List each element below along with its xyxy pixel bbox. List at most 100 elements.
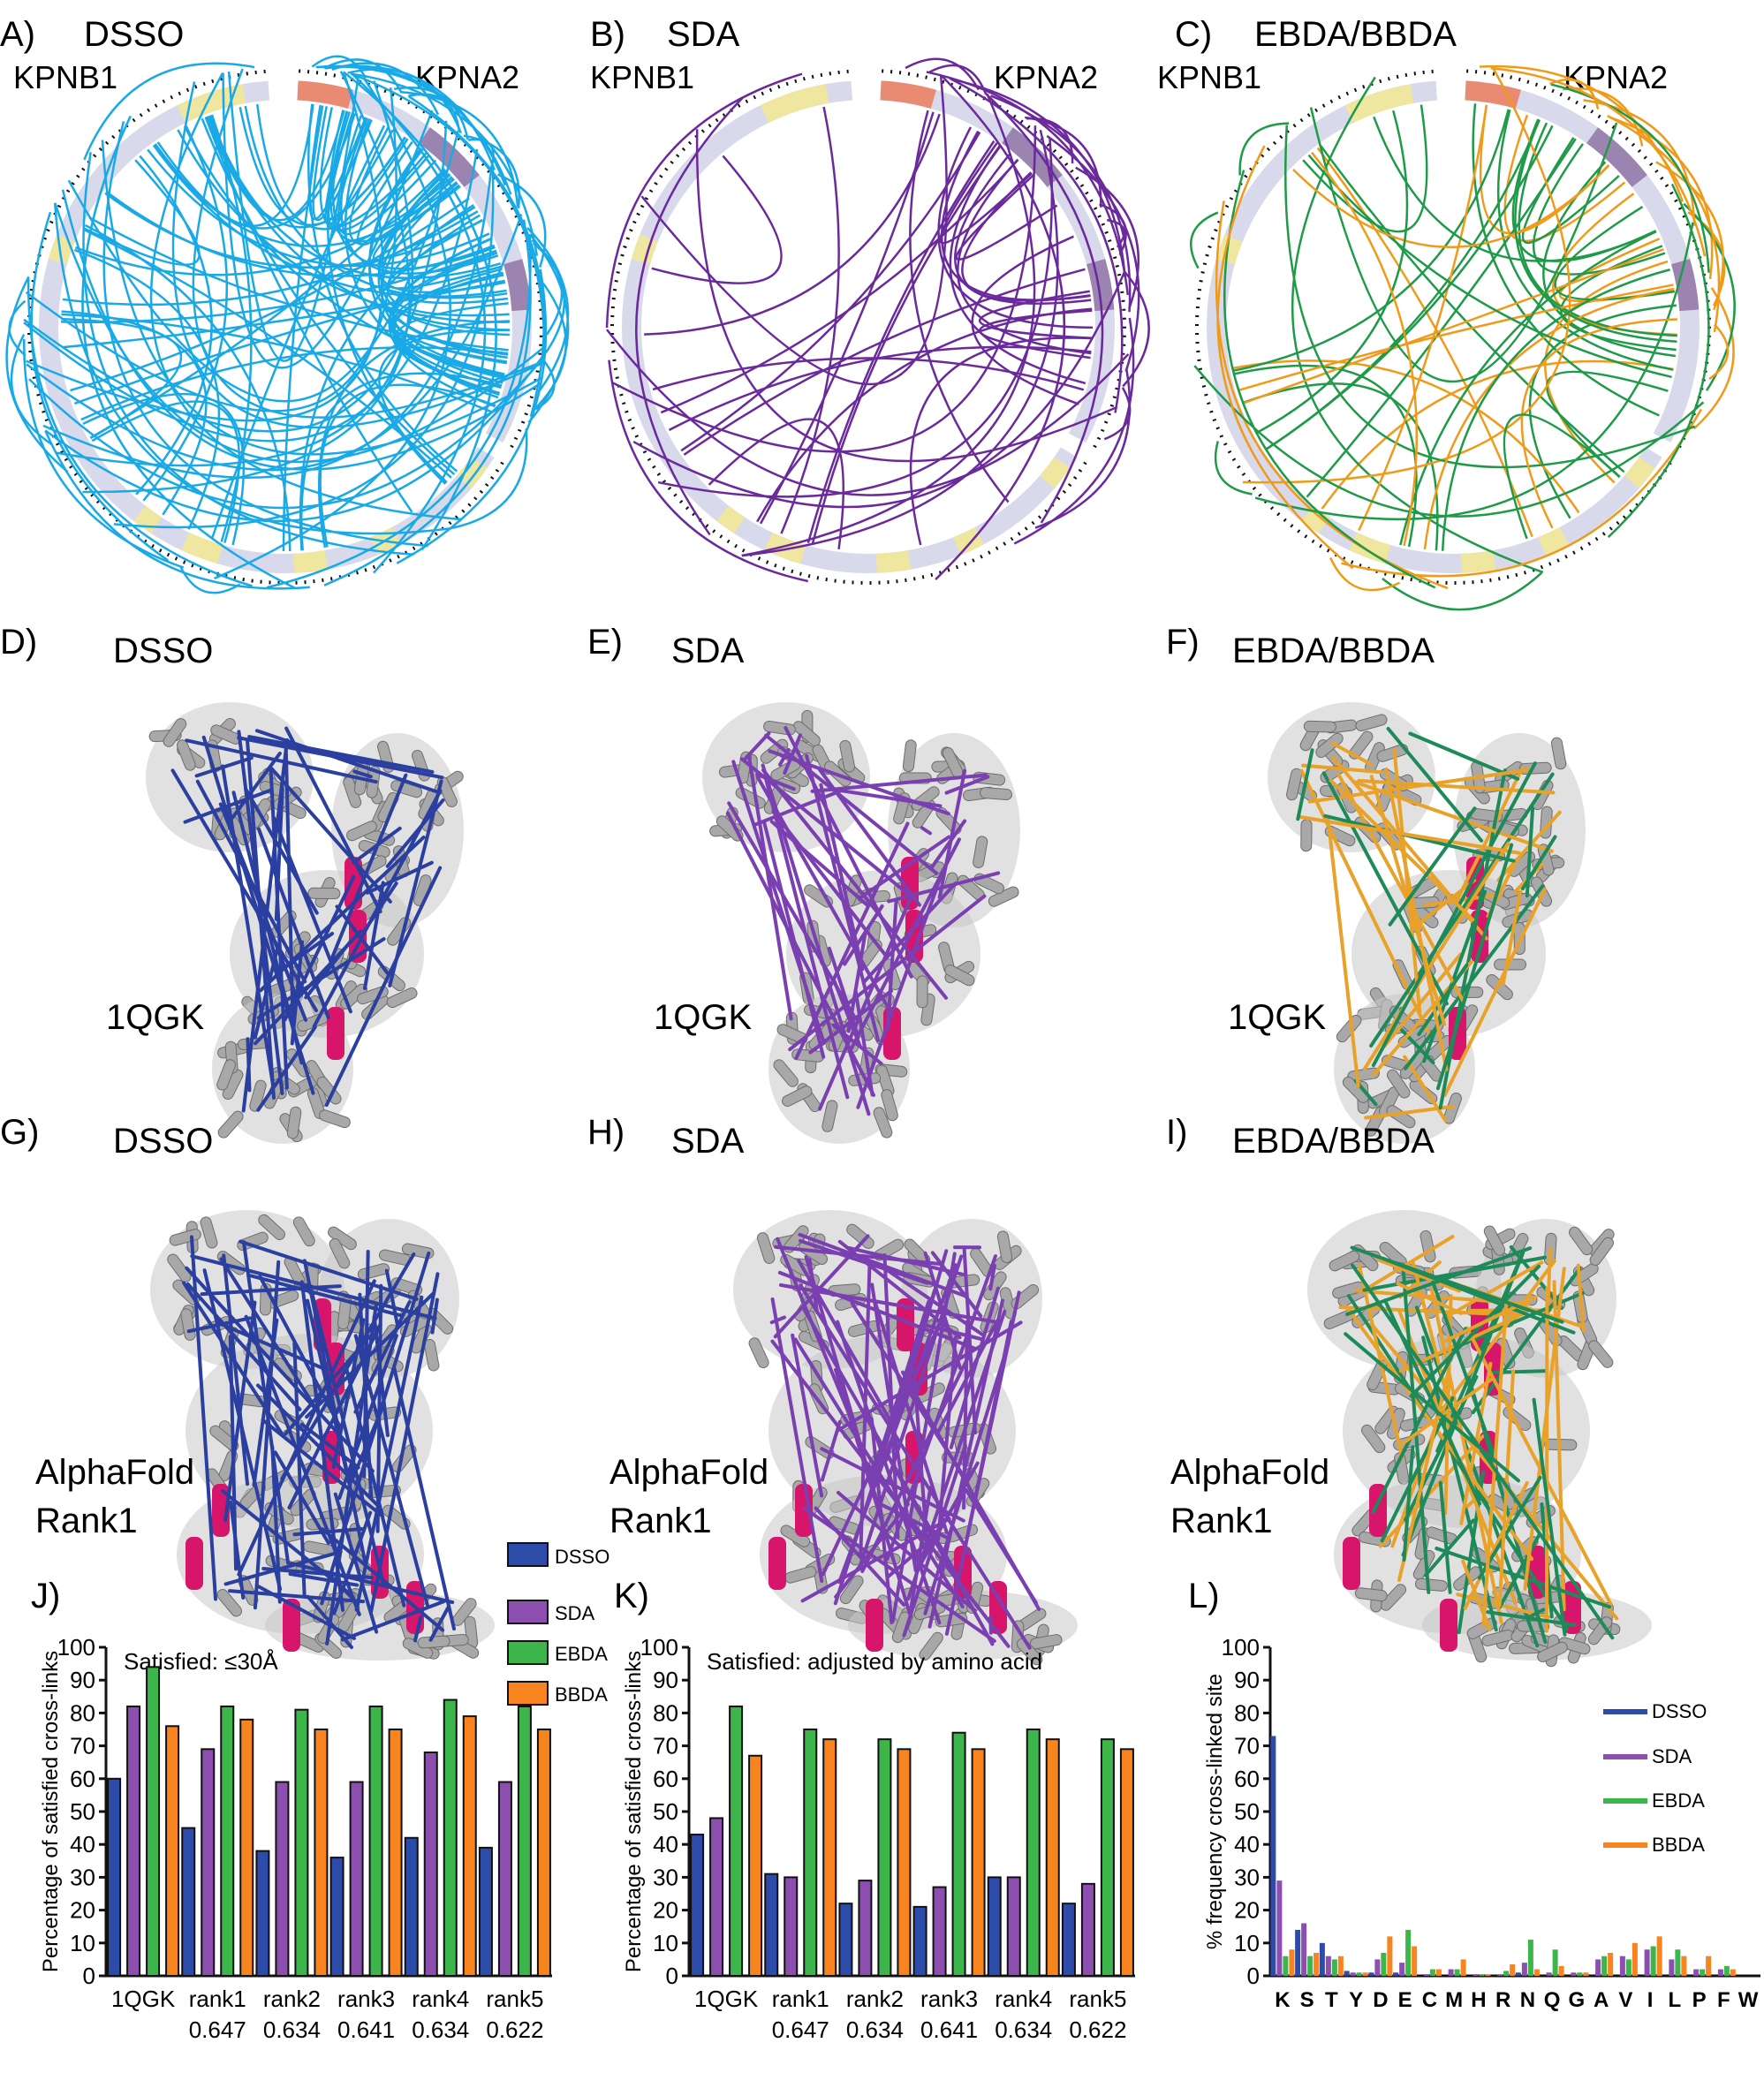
structure-cross-link bbox=[1442, 887, 1547, 1098]
y-tick-label: 100 bbox=[640, 1634, 678, 1661]
cross-link bbox=[317, 320, 510, 549]
cross-link bbox=[463, 134, 520, 209]
model-label-i-1: AlphaFold bbox=[1170, 1453, 1329, 1492]
structure-cross-link bbox=[937, 768, 967, 900]
cross-link bbox=[1034, 368, 1132, 529]
structure-cross-link bbox=[879, 1502, 950, 1540]
cross-link bbox=[532, 283, 567, 412]
structure-cross-link bbox=[799, 1283, 1032, 1650]
cross-link bbox=[1490, 66, 1707, 257]
bar-sda-V bbox=[1619, 1956, 1625, 1976]
structure-cross-link bbox=[1397, 1367, 1451, 1583]
cross-link bbox=[171, 81, 545, 429]
structure-cross-link bbox=[1371, 1327, 1468, 1515]
x-tick-label: 1QGK bbox=[111, 1986, 176, 2012]
structure-cross-link bbox=[761, 763, 871, 1116]
circos-plot-b bbox=[605, 57, 1150, 585]
x-tick-label: Q bbox=[1544, 1988, 1561, 2012]
bar-dsso-S bbox=[1295, 1929, 1301, 1976]
bar-bbda-E bbox=[1412, 1946, 1418, 1976]
structure-cross-link bbox=[1526, 1608, 1546, 1620]
structure-cross-link bbox=[1501, 889, 1523, 987]
x-tick-sublabel: 0.641 bbox=[920, 2016, 978, 2043]
model-label-e: 1QGK bbox=[654, 998, 752, 1037]
helix bbox=[316, 1076, 342, 1105]
panel-letter-b: B) bbox=[590, 15, 625, 54]
cross-link bbox=[1254, 110, 1409, 435]
structure-cross-link bbox=[810, 773, 988, 793]
helix bbox=[996, 1230, 1013, 1264]
ring-domain bbox=[1039, 457, 1071, 489]
structure-cross-link bbox=[964, 1487, 1038, 1605]
cross-link bbox=[1302, 104, 1428, 233]
y-tick-label: 50 bbox=[70, 1798, 95, 1825]
structure-cross-link bbox=[384, 1268, 399, 1328]
structure-cross-link bbox=[1400, 1376, 1495, 1446]
ring-domain bbox=[133, 505, 163, 533]
structure-cross-link bbox=[256, 937, 386, 1020]
cross-link bbox=[83, 62, 255, 161]
ring-domain bbox=[181, 532, 223, 564]
panel-h: H) SDA AlphaFold Rank1 bbox=[587, 1113, 1078, 1666]
cross-link bbox=[949, 144, 1086, 385]
panel-letter-a: A) bbox=[0, 15, 35, 54]
ring-domain bbox=[503, 259, 532, 312]
helix bbox=[346, 821, 377, 842]
y-tick-label: 30 bbox=[70, 1864, 95, 1890]
cross-link bbox=[113, 167, 495, 529]
cross-link bbox=[1373, 116, 1657, 262]
structure-cross-link bbox=[1445, 1260, 1544, 1319]
structure-cross-link bbox=[1346, 1294, 1570, 1630]
structure-cross-link bbox=[1422, 889, 1488, 1063]
structure-cross-link bbox=[1403, 1055, 1448, 1123]
helix bbox=[1558, 1637, 1591, 1655]
x-tick-label: H bbox=[1471, 1988, 1486, 2012]
bar-ebda-Y bbox=[1356, 1972, 1362, 1976]
cross-link bbox=[311, 55, 367, 79]
structure-cross-link bbox=[288, 1571, 360, 1587]
y-tick-label: 30 bbox=[1234, 1864, 1260, 1890]
bar-sda-rank3 bbox=[932, 1886, 947, 1978]
y-tick-label: 10 bbox=[653, 1930, 678, 1956]
panel-title-h: SDA bbox=[671, 1122, 745, 1161]
x-tick-label: M bbox=[1445, 1988, 1463, 2012]
structure-cross-link bbox=[853, 988, 874, 1097]
pink-helix bbox=[212, 1484, 230, 1537]
bar-dsso-T bbox=[1319, 1942, 1325, 1976]
structure-cross-link bbox=[1344, 1332, 1520, 1483]
y-tick-label: 10 bbox=[1234, 1930, 1260, 1956]
ring-segment bbox=[39, 80, 495, 573]
panel-i: I) EBDA/BBDA AlphaFold Rank1 bbox=[1166, 1113, 1652, 1668]
structure-cross-link bbox=[375, 1283, 383, 1533]
x-tick-sublabel: 0.647 bbox=[772, 2016, 829, 2043]
cross-link bbox=[312, 106, 373, 222]
structure-cross-link bbox=[353, 1334, 430, 1609]
structure-cross-link bbox=[1532, 1397, 1567, 1637]
structure-1qgk-dsso bbox=[146, 702, 464, 1144]
helix bbox=[1315, 732, 1344, 759]
panel-letter-i: I) bbox=[1166, 1113, 1187, 1152]
panel-letter-k: K) bbox=[614, 1577, 649, 1615]
ring-domain bbox=[880, 80, 936, 110]
cross-link bbox=[25, 87, 397, 412]
cross-link bbox=[990, 95, 1132, 313]
pink-helix bbox=[1440, 1599, 1457, 1652]
bar-ebda-rank3 bbox=[951, 1731, 966, 1977]
bar-bbda-C bbox=[1435, 1969, 1442, 1976]
y-tick-label: 0 bbox=[83, 1963, 95, 1989]
cross-link bbox=[315, 65, 512, 195]
bar-bbda-rank2 bbox=[314, 1729, 329, 1977]
helix bbox=[1537, 1641, 1568, 1663]
ring-domain bbox=[760, 84, 829, 124]
helix bbox=[329, 1238, 351, 1269]
helix bbox=[980, 787, 1013, 800]
structure-cross-link bbox=[784, 725, 913, 979]
x-tick-label: N bbox=[1520, 1988, 1535, 2012]
structure-cross-link bbox=[887, 871, 1001, 904]
bar-sda-K bbox=[1276, 1880, 1283, 1976]
cross-link bbox=[44, 352, 547, 523]
cross-link bbox=[147, 148, 490, 267]
x-tick-label: rank3 bbox=[337, 1986, 395, 2012]
cross-link bbox=[1503, 413, 1621, 540]
bar-dsso-N bbox=[1515, 1972, 1521, 1976]
